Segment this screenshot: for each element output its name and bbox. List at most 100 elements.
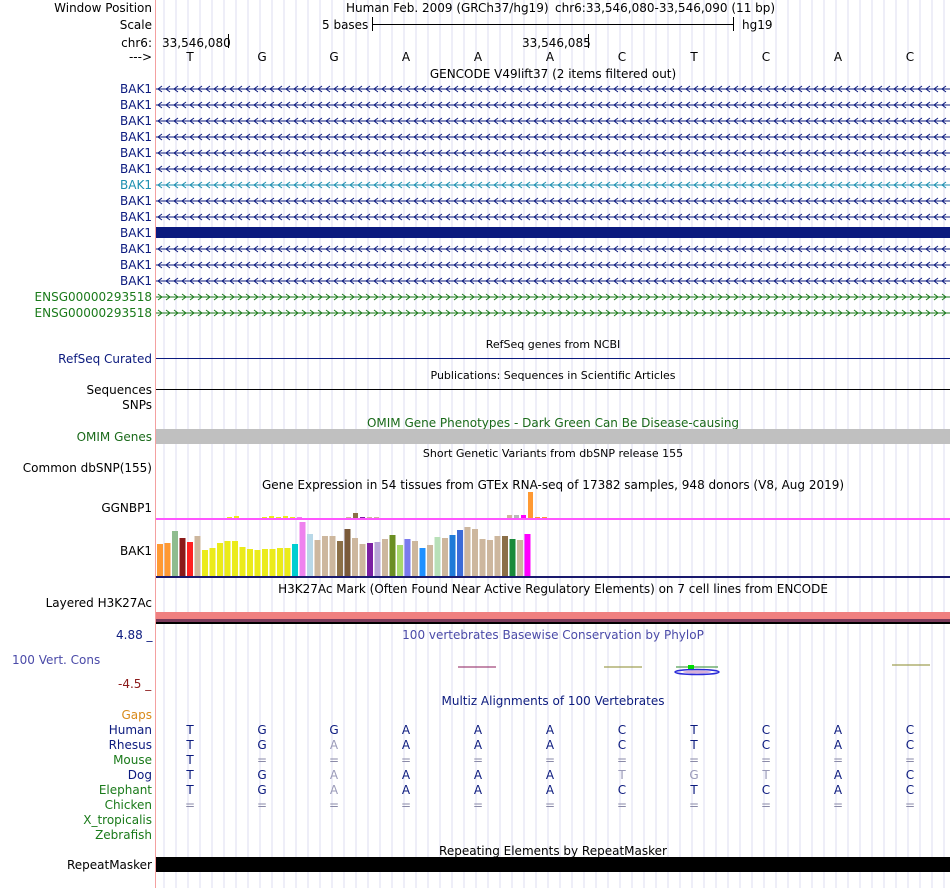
multiz-species-label[interactable]: X_tropicalis bbox=[83, 813, 152, 827]
gtex-bak1-bar[interactable] bbox=[329, 536, 336, 576]
gencode-row-label[interactable]: BAK1 bbox=[120, 114, 152, 128]
gtex-bak1-bar[interactable] bbox=[232, 541, 238, 576]
h3k27ac-label[interactable]: Layered H3K27Ac bbox=[45, 596, 152, 610]
gtex-bak1-bar[interactable] bbox=[322, 536, 328, 576]
gtex-chart[interactable] bbox=[156, 492, 950, 580]
gtex-ggnbp1-bar[interactable] bbox=[262, 517, 267, 518]
gtex-bak1-bar[interactable] bbox=[292, 544, 298, 576]
gtex-bak1-bar[interactable] bbox=[434, 537, 441, 576]
gtex-ggnbp1-bar[interactable] bbox=[276, 517, 281, 518]
gencode-row-label[interactable]: BAK1 bbox=[120, 210, 152, 224]
gtex-bak1-bar[interactable] bbox=[179, 538, 186, 576]
gencode-transcript[interactable] bbox=[156, 131, 950, 143]
dbsnp-label[interactable]: Common dbSNP(155) bbox=[22, 461, 152, 475]
refseq-label[interactable]: RefSeq Curated bbox=[58, 352, 152, 366]
gtex-bak1-bar[interactable] bbox=[314, 540, 321, 576]
multiz-species-label[interactable]: Chicken bbox=[104, 798, 152, 812]
repeatmasker-label[interactable]: RepeatMasker bbox=[66, 858, 152, 872]
gtex-bak1-bar[interactable] bbox=[412, 541, 418, 576]
gtex-bak1-bar[interactable] bbox=[524, 534, 531, 576]
gtex-bak1-bar[interactable] bbox=[262, 549, 268, 576]
gtex-bak1-bar[interactable] bbox=[464, 527, 471, 576]
gencode-row-label[interactable]: BAK1 bbox=[120, 178, 152, 192]
gencode-transcript[interactable] bbox=[156, 259, 950, 271]
gtex-bak1-bar[interactable] bbox=[419, 548, 426, 576]
gtex-ggnbp1-bar[interactable] bbox=[528, 492, 533, 518]
gtex-bak1-bar[interactable] bbox=[164, 543, 171, 576]
multiz-species-label[interactable]: Dog bbox=[127, 768, 152, 782]
gtex-gene2-label[interactable]: BAK1 bbox=[120, 544, 152, 558]
multiz-gaps-label[interactable]: Gaps bbox=[121, 708, 152, 722]
gencode-row-label[interactable]: BAK1 bbox=[120, 226, 152, 240]
gtex-bak1-bar[interactable] bbox=[202, 550, 208, 576]
gtex-ggnbp1-bar[interactable] bbox=[346, 517, 351, 518]
gtex-bak1-bar[interactable] bbox=[344, 529, 351, 576]
gtex-bak1-bar[interactable] bbox=[487, 540, 493, 576]
gtex-bak1-bar[interactable] bbox=[449, 535, 456, 576]
gtex-bak1-bar[interactable] bbox=[299, 522, 306, 576]
gencode-row-label[interactable]: ENSG00000293518 bbox=[34, 290, 152, 304]
repeatmasker-title[interactable]: Repeating Elements by RepeatMasker bbox=[439, 844, 667, 858]
gencode-transcript[interactable] bbox=[156, 115, 950, 127]
gtex-bak1-bar[interactable] bbox=[224, 541, 231, 576]
gtex-bak1-bar[interactable] bbox=[404, 539, 411, 576]
gtex-bak1-bar[interactable] bbox=[307, 534, 313, 576]
gtex-ggnbp1-bar[interactable] bbox=[227, 517, 232, 518]
gencode-row-label[interactable]: BAK1 bbox=[120, 194, 152, 208]
gtex-title[interactable]: Gene Expression in 54 tissues from GTEx … bbox=[261, 478, 845, 492]
gtex-bak1-bar[interactable] bbox=[359, 544, 366, 576]
gencode-row-label[interactable]: BAK1 bbox=[120, 162, 152, 176]
gtex-ggnbp1-bar[interactable] bbox=[374, 517, 379, 518]
gencode-transcript[interactable] bbox=[156, 195, 950, 207]
gtex-bak1-bar[interactable] bbox=[389, 535, 396, 576]
gtex-ggnbp1-bar[interactable] bbox=[360, 517, 365, 518]
gtex-bak1-bar[interactable] bbox=[427, 545, 433, 576]
gtex-bak1-bar[interactable] bbox=[367, 543, 373, 576]
multiz-title[interactable]: Multiz Alignments of 100 Vertebrates bbox=[441, 694, 665, 708]
multiz-species-label[interactable]: Mouse bbox=[113, 753, 152, 767]
omim-bar[interactable] bbox=[156, 429, 950, 444]
gencode-transcript[interactable] bbox=[156, 307, 950, 319]
gtex-bak1-bar[interactable] bbox=[442, 538, 448, 576]
gtex-bak1-bar[interactable] bbox=[277, 548, 283, 576]
gencode-transcript[interactable] bbox=[156, 243, 950, 255]
multiz-species-label[interactable]: Rhesus bbox=[108, 738, 152, 752]
gencode-row-label[interactable]: BAK1 bbox=[120, 274, 152, 288]
gtex-ggnbp1-bar[interactable] bbox=[283, 516, 288, 518]
gtex-bak1-bar[interactable] bbox=[374, 542, 381, 576]
omim-label[interactable]: OMIM Genes bbox=[76, 430, 152, 444]
gencode-transcript[interactable] bbox=[156, 147, 950, 159]
gencode-transcript[interactable] bbox=[156, 227, 950, 238]
refseq-title[interactable]: RefSeq genes from NCBI bbox=[485, 338, 621, 351]
publications-label[interactable]: Sequences bbox=[86, 383, 152, 397]
gtex-ggnbp1-bar[interactable] bbox=[521, 515, 526, 518]
gtex-bak1-bar[interactable] bbox=[209, 548, 216, 576]
gtex-bak1-bar[interactable] bbox=[194, 536, 201, 576]
gtex-bak1-bar[interactable] bbox=[284, 548, 291, 576]
gencode-transcript[interactable] bbox=[156, 211, 950, 223]
gencode-row-label[interactable]: BAK1 bbox=[120, 130, 152, 144]
gtex-gene1-label[interactable]: GGNBP1 bbox=[101, 501, 152, 515]
gtex-ggnbp1-bar[interactable] bbox=[234, 516, 239, 518]
cons-label[interactable]: 100 Vert. Cons bbox=[12, 653, 101, 667]
gencode-title[interactable]: GENCODE V49lift37 (2 items filtered out) bbox=[429, 67, 677, 81]
gtex-bak1-bar[interactable] bbox=[382, 539, 388, 576]
gtex-bak1-bar[interactable] bbox=[502, 536, 508, 576]
multiz-species-label[interactable]: Human bbox=[108, 723, 152, 737]
gencode-row-label[interactable]: BAK1 bbox=[120, 242, 152, 256]
gencode-transcript[interactable] bbox=[156, 179, 950, 191]
gencode-transcript[interactable] bbox=[156, 83, 950, 95]
gtex-bak1-bar[interactable] bbox=[247, 549, 253, 576]
gtex-bak1-bar[interactable] bbox=[397, 545, 403, 576]
repeatmasker-bar[interactable] bbox=[156, 857, 950, 872]
gencode-row-label[interactable]: BAK1 bbox=[120, 82, 152, 96]
gtex-ggnbp1-bar[interactable] bbox=[535, 517, 540, 518]
omim-title[interactable]: OMIM Gene Phenotypes - Dark Green Can Be… bbox=[366, 416, 740, 430]
gtex-bak1-bar[interactable] bbox=[187, 542, 193, 576]
gtex-bak1-bar[interactable] bbox=[172, 531, 178, 576]
gtex-ggnbp1-bar[interactable] bbox=[269, 516, 274, 518]
gtex-bak1-bar[interactable] bbox=[157, 544, 163, 576]
gencode-transcript[interactable] bbox=[156, 291, 950, 303]
multiz-species-label[interactable]: Elephant bbox=[98, 783, 152, 797]
publications-title[interactable]: Publications: Sequences in Scientific Ar… bbox=[430, 369, 676, 382]
